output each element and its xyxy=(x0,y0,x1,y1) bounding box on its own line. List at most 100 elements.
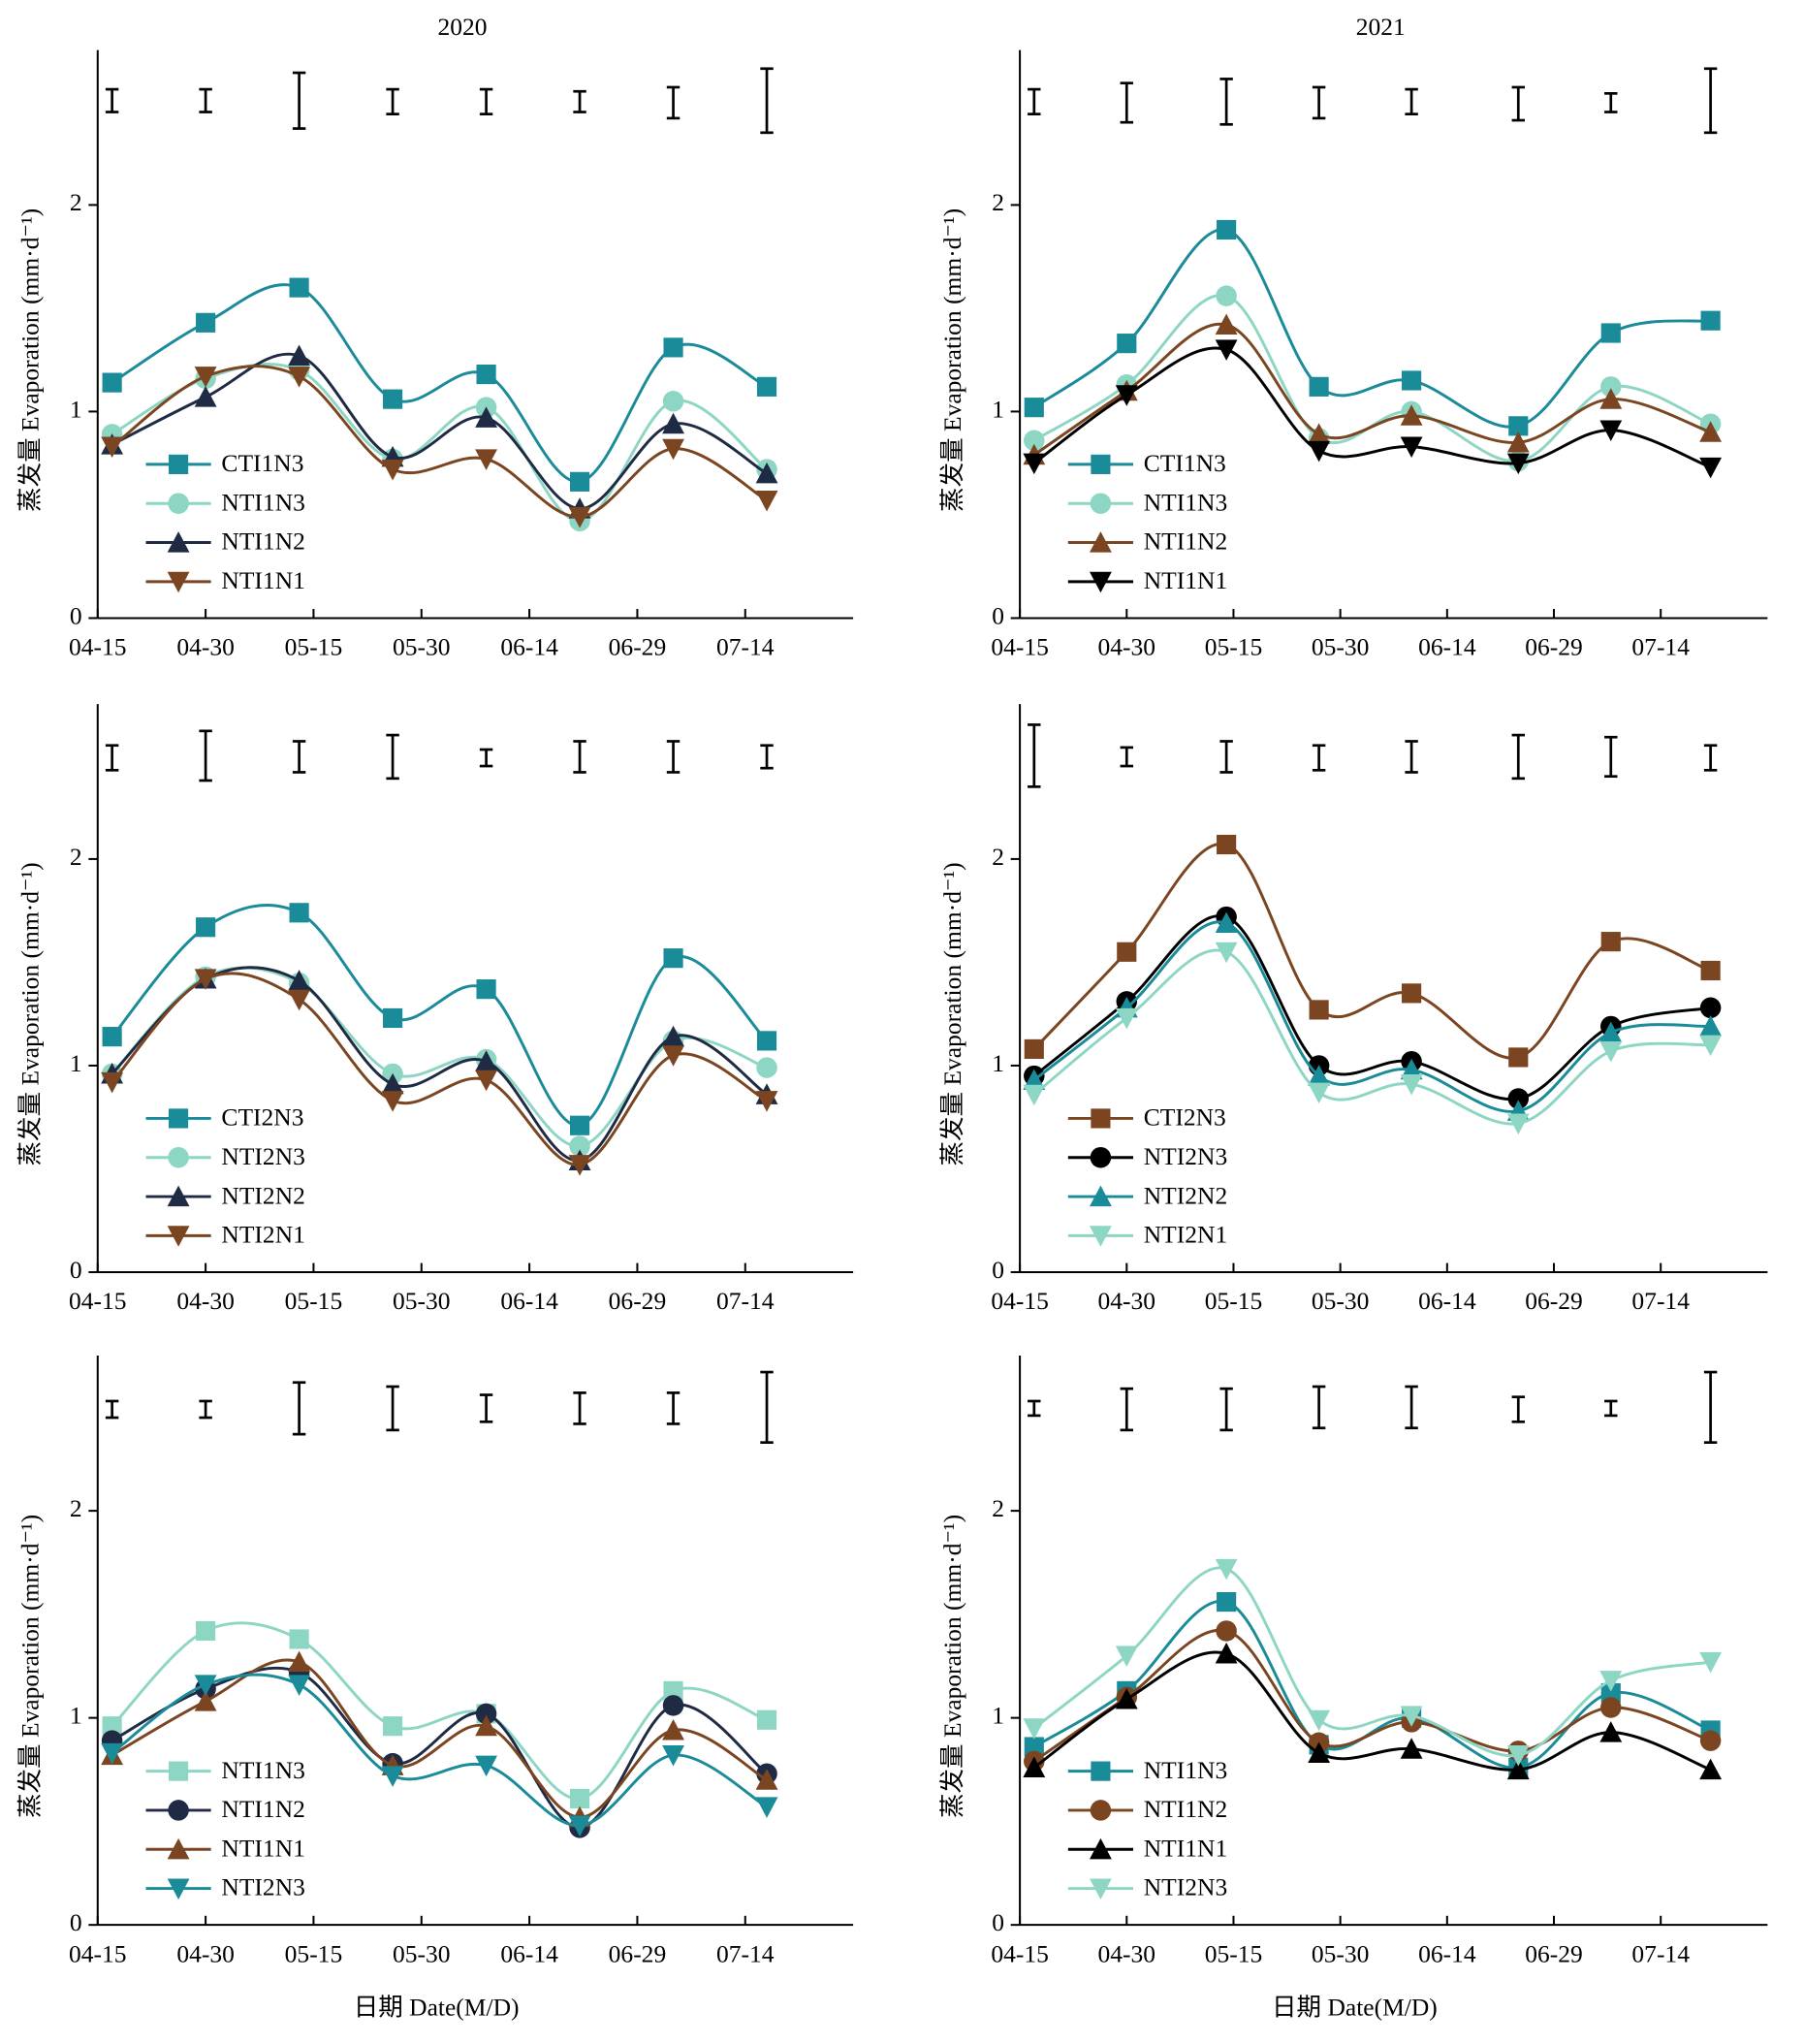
error-bar xyxy=(1312,1385,1326,1430)
marker xyxy=(102,372,122,393)
marker xyxy=(289,903,309,923)
y-tick-label: 2 xyxy=(992,188,1004,216)
legend-label: NTI2N3 xyxy=(221,1142,304,1170)
series-line xyxy=(1032,228,1711,429)
marker xyxy=(568,1155,591,1176)
marker xyxy=(1117,942,1137,962)
error-bar xyxy=(292,1381,306,1436)
y-tick-label: 1 xyxy=(70,395,82,423)
x-tick-label: 06-14 xyxy=(500,1939,558,1967)
marker xyxy=(1308,1065,1331,1086)
x-tick-label: 05-30 xyxy=(1312,633,1370,661)
series-line xyxy=(111,1621,768,1801)
marker xyxy=(1215,313,1238,335)
x-tick-label: 06-29 xyxy=(1525,1939,1583,1967)
marker xyxy=(1507,1088,1530,1109)
error-bar xyxy=(1028,1399,1041,1418)
marker xyxy=(169,1108,189,1129)
marker xyxy=(1091,454,1111,474)
marker xyxy=(1400,1738,1423,1759)
marker xyxy=(1402,370,1422,391)
marker xyxy=(1400,404,1423,426)
y-tick-label: 2 xyxy=(992,843,1004,871)
marker xyxy=(1090,1800,1112,1821)
legend-label: NTI1N3 xyxy=(1144,488,1227,516)
marker xyxy=(1600,1682,1621,1704)
y-tick-label: 2 xyxy=(70,188,82,216)
marker xyxy=(1091,1108,1111,1129)
marker xyxy=(1600,1697,1622,1718)
marker xyxy=(662,438,684,461)
marker xyxy=(1089,1185,1112,1207)
legend-label: NTI1N2 xyxy=(1144,527,1227,556)
marker xyxy=(1090,493,1112,514)
marker xyxy=(1700,960,1721,981)
marker xyxy=(1089,1837,1112,1860)
marker xyxy=(569,1788,590,1809)
marker xyxy=(755,1797,778,1818)
marker xyxy=(1400,1058,1423,1080)
error-bar xyxy=(760,744,774,770)
legend-label: NTI1N1 xyxy=(1144,566,1227,594)
marker xyxy=(288,989,311,1011)
error-bar xyxy=(1312,85,1326,120)
series-line xyxy=(1032,346,1712,469)
marker xyxy=(1023,1718,1046,1740)
y-tick-label: 1 xyxy=(992,1049,1004,1077)
error-bar xyxy=(573,89,586,113)
marker xyxy=(1699,1015,1723,1037)
marker xyxy=(1089,1878,1112,1900)
marker xyxy=(1506,431,1530,453)
x-tick-label: 04-30 xyxy=(1098,1939,1156,1967)
marker xyxy=(1309,376,1329,397)
legend-label: NTI1N2 xyxy=(221,1795,304,1823)
marker xyxy=(662,1695,684,1716)
marker xyxy=(1308,423,1331,444)
marker xyxy=(101,436,124,459)
error-bar xyxy=(199,1399,212,1420)
error-bar xyxy=(386,733,399,781)
marker xyxy=(168,493,189,514)
marker xyxy=(475,1070,497,1092)
series-line xyxy=(111,966,768,1148)
error-bar xyxy=(1405,1385,1418,1430)
marker xyxy=(102,1027,122,1047)
x-tick-label: 05-15 xyxy=(1205,1287,1263,1315)
x-tick-label: 05-15 xyxy=(285,633,343,661)
error-bar xyxy=(479,87,493,115)
marker xyxy=(1600,376,1622,398)
marker xyxy=(1699,1035,1723,1057)
marker xyxy=(288,970,311,991)
marker xyxy=(1217,1591,1237,1613)
error-bar xyxy=(105,1399,119,1420)
x-tick-label: 06-29 xyxy=(609,633,667,661)
legend-label: NTI1N2 xyxy=(221,527,304,556)
marker xyxy=(475,1050,497,1071)
x-tick-label: 06-29 xyxy=(609,1287,667,1315)
marker xyxy=(1117,334,1137,354)
y-axis-label: 蒸发量 Evaporation (mm·d⁻¹) xyxy=(938,208,966,512)
series-line xyxy=(1032,1566,1711,1758)
marker xyxy=(167,571,190,593)
marker xyxy=(756,1031,777,1051)
marker xyxy=(169,454,189,474)
marker xyxy=(1599,1021,1623,1042)
y-tick-label: 2 xyxy=(992,1494,1004,1522)
marker xyxy=(1024,398,1044,418)
marker xyxy=(1508,416,1529,436)
marker xyxy=(1215,911,1238,934)
y-axis-label: 蒸发量 Evaporation (mm·d⁻¹) xyxy=(16,862,44,1166)
marker xyxy=(383,389,403,409)
error-bar xyxy=(1405,740,1418,774)
marker xyxy=(662,1719,684,1741)
marker xyxy=(168,1146,189,1168)
x-tick-label: 06-29 xyxy=(609,1939,667,1967)
error-bar xyxy=(666,1391,680,1425)
error-bar xyxy=(1604,92,1618,113)
marker xyxy=(168,1800,189,1821)
error-bar xyxy=(760,67,774,135)
legend-label: NTI2N1 xyxy=(1144,1221,1227,1249)
marker xyxy=(476,979,496,1000)
error-bar xyxy=(1028,87,1041,115)
